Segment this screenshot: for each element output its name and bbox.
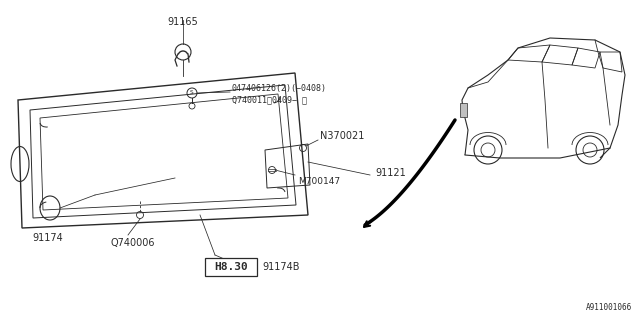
Text: 91121: 91121 (375, 168, 406, 178)
Text: 91174B: 91174B (262, 262, 300, 272)
Text: 91174: 91174 (33, 233, 63, 243)
Text: A911001066: A911001066 (586, 303, 632, 312)
Text: 91165: 91165 (168, 17, 198, 27)
Text: Q740011（0409− ）: Q740011（0409− ） (232, 95, 307, 105)
Bar (205, 258, 257, 276)
Text: Q740006: Q740006 (111, 238, 156, 248)
Text: 047406126(2)(−0408): 047406126(2)(−0408) (232, 84, 327, 92)
Text: M700147: M700147 (298, 178, 340, 187)
Text: N370021: N370021 (320, 131, 364, 141)
Text: S: S (190, 91, 194, 95)
Bar (460, 103, 467, 117)
Text: H8.30: H8.30 (214, 262, 248, 272)
